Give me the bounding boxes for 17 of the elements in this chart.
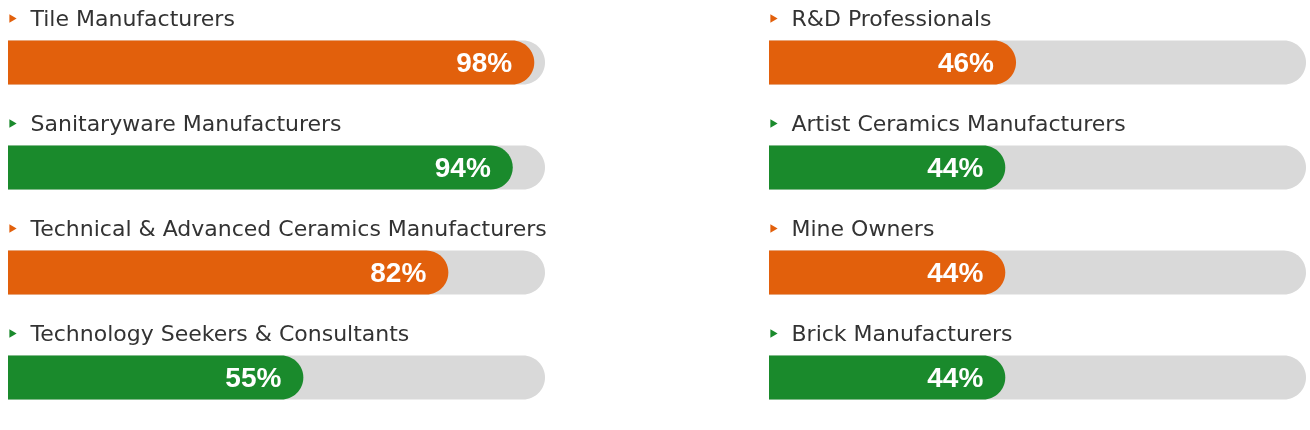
y-tick-label: Sanitaryware Manufacturers <box>30 110 342 136</box>
y-tick-label: Artist Ceramics Manufacturers <box>791 110 1126 136</box>
y-tick-label: R&D Professionals <box>791 5 992 31</box>
data-label: 94% <box>434 151 491 183</box>
y-tick-label: Brick Manufacturers <box>791 320 1013 346</box>
y-tick-label: Tile Manufacturers <box>29 5 235 31</box>
y-tick-label: Mine Owners <box>791 215 935 241</box>
data-label: 44% <box>927 256 984 288</box>
y-tick-label: Technology Seekers & Consultants <box>29 320 410 346</box>
data-label: 98% <box>456 46 513 78</box>
y-tick-label: Technical & Advanced Ceramics Manufacturers <box>29 215 547 241</box>
data-label: 55% <box>225 361 282 393</box>
data-label: 44% <box>927 361 984 393</box>
data-label: 44% <box>927 151 984 183</box>
data-label: 46% <box>937 46 995 78</box>
data-label: 82% <box>370 256 427 288</box>
bar <box>8 40 535 85</box>
